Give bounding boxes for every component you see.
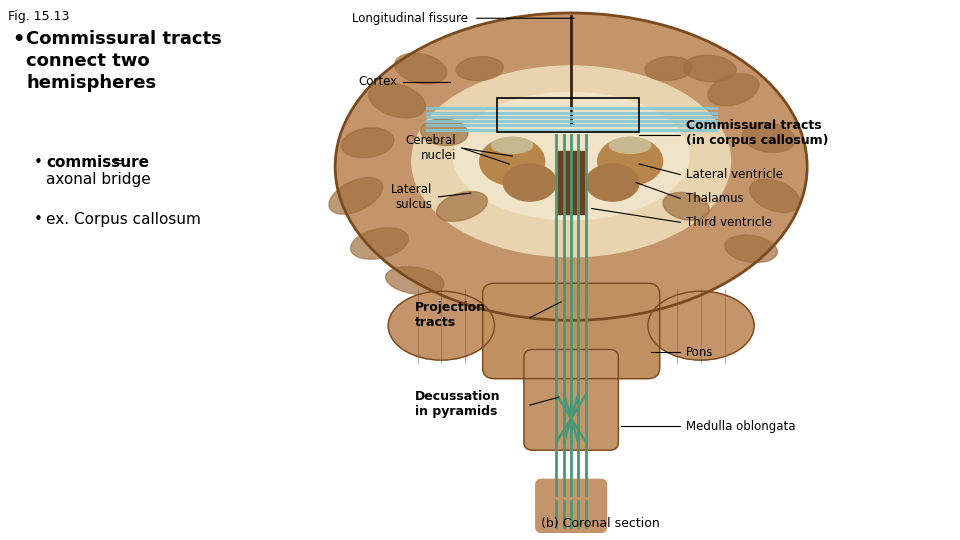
Ellipse shape [742, 123, 795, 152]
Ellipse shape [580, 256, 633, 310]
Text: Cerebral
nuclei: Cerebral nuclei [405, 134, 456, 162]
Ellipse shape [456, 57, 503, 80]
Ellipse shape [648, 291, 754, 360]
Ellipse shape [395, 53, 446, 84]
Text: Commissural tracts
(in corpus callosum): Commissural tracts (in corpus callosum) [686, 119, 828, 147]
Ellipse shape [420, 119, 468, 145]
Text: Medulla oblongata: Medulla oblongata [686, 420, 796, 433]
Ellipse shape [503, 164, 557, 201]
Ellipse shape [610, 138, 651, 153]
Ellipse shape [453, 92, 689, 220]
Text: commissure: commissure [46, 155, 149, 170]
Text: Cortex: Cortex [358, 76, 397, 89]
Text: Decussation
in pyramids: Decussation in pyramids [415, 389, 500, 417]
Text: Commissural tracts
connect two
hemispheres: Commissural tracts connect two hemispher… [26, 30, 222, 92]
Ellipse shape [663, 192, 709, 220]
Text: axonal bridge: axonal bridge [46, 172, 151, 187]
Text: Lateral
sulcus: Lateral sulcus [391, 183, 433, 211]
Text: ex. Corpus callosum: ex. Corpus callosum [46, 212, 201, 227]
Ellipse shape [480, 138, 544, 185]
Ellipse shape [492, 138, 533, 153]
Text: Third ventricle: Third ventricle [686, 216, 772, 229]
FancyBboxPatch shape [524, 349, 618, 450]
Text: Lateral ventricle: Lateral ventricle [686, 168, 783, 181]
Text: •: • [34, 212, 43, 227]
Ellipse shape [645, 57, 692, 80]
Bar [558, 151, 584, 214]
Ellipse shape [329, 178, 383, 214]
Text: Projection
tracts: Projection tracts [415, 301, 486, 329]
Ellipse shape [509, 256, 563, 310]
Ellipse shape [684, 55, 736, 82]
Text: (b) Coronal section: (b) Coronal section [541, 517, 660, 530]
Ellipse shape [750, 179, 800, 212]
Text: Longitudinal fissure: Longitudinal fissure [352, 12, 468, 25]
Ellipse shape [437, 192, 488, 221]
Ellipse shape [342, 128, 394, 158]
Text: Thalamus: Thalamus [686, 192, 744, 205]
Ellipse shape [335, 13, 807, 320]
FancyBboxPatch shape [536, 480, 607, 532]
FancyBboxPatch shape [483, 284, 660, 379]
Ellipse shape [725, 235, 778, 262]
Ellipse shape [386, 267, 444, 294]
Text: •: • [34, 155, 43, 170]
Ellipse shape [350, 228, 408, 259]
Bar [497, 98, 639, 132]
Ellipse shape [369, 83, 425, 118]
Ellipse shape [708, 74, 759, 106]
Text: Pons: Pons [686, 346, 713, 359]
Ellipse shape [412, 66, 731, 256]
Ellipse shape [388, 291, 494, 360]
Ellipse shape [598, 138, 662, 185]
Text: =: = [108, 155, 126, 170]
Text: Fig. 15.13: Fig. 15.13 [8, 10, 69, 23]
Ellipse shape [586, 164, 639, 201]
Text: •: • [12, 30, 24, 49]
